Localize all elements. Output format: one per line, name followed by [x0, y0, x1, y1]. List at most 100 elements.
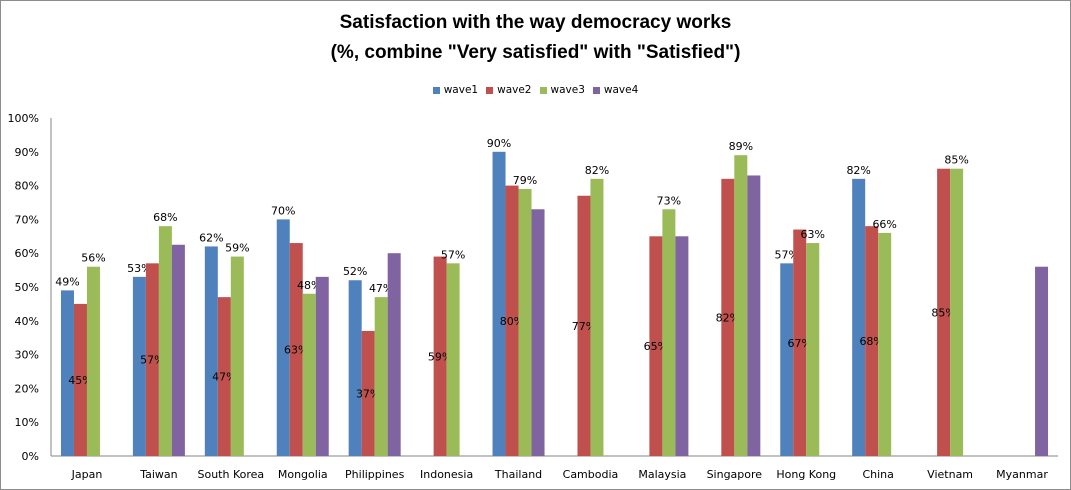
data-label: 77%	[572, 320, 596, 333]
bar-wave2	[721, 178, 735, 456]
data-label: 57%	[775, 248, 799, 261]
legend-swatch	[432, 86, 440, 94]
bar-wave2	[73, 303, 87, 456]
data-label: 49%	[55, 275, 79, 288]
bar-wave1	[60, 290, 74, 456]
legend-item-wave2: wave2	[486, 84, 532, 96]
data-label: 90%	[487, 137, 511, 150]
x-tick-label: China	[862, 468, 893, 481]
x-tick-label: Hong Kong	[776, 468, 836, 481]
y-tick-label: 80%	[15, 180, 39, 193]
bar-wave3	[518, 188, 532, 457]
legend-label: wave4	[603, 84, 639, 96]
bar-wave4	[1035, 266, 1049, 456]
bar-wave3	[302, 293, 316, 456]
x-tick-label: Myanmar	[996, 468, 1048, 481]
bar-wave2	[361, 330, 375, 456]
data-label: 45%	[68, 374, 92, 387]
data-label: 57%	[441, 248, 465, 261]
bar-wave3	[230, 256, 244, 456]
bar-wave4	[315, 276, 329, 456]
bar-wave3	[734, 155, 748, 456]
bar-wave3	[806, 243, 820, 456]
legend-label: wave2	[497, 84, 532, 96]
legend-item-wave3: wave3	[539, 84, 585, 96]
bar-wave2	[865, 226, 879, 456]
bar-wave2	[937, 168, 951, 456]
y-tick-label: 40%	[15, 315, 39, 328]
data-label: 52%	[343, 265, 367, 278]
legend: wave1 wave2 wave3 wave4	[0, 84, 1071, 96]
x-tick-label: Mongolia	[278, 468, 328, 481]
data-label: 79%	[513, 174, 537, 187]
bar-wave3	[446, 263, 460, 456]
bar-wave2	[577, 195, 591, 457]
x-tick-label: Singapore	[707, 468, 763, 481]
data-label: 68%	[153, 211, 177, 224]
data-label: 56%	[81, 252, 105, 265]
data-label: 47%	[212, 371, 236, 384]
y-tick-label: 0%	[22, 450, 39, 463]
data-label: 85%	[931, 306, 955, 319]
bar-wave2	[145, 263, 159, 456]
x-tick-label: Thailand	[494, 468, 542, 481]
data-label: 48%	[297, 279, 321, 292]
bar-wave2	[217, 297, 231, 456]
data-label: 59%	[428, 350, 452, 363]
bar-wave3	[950, 168, 964, 456]
data-label: 63%	[801, 228, 825, 241]
bar-wave4	[747, 175, 761, 456]
bar-wave1	[852, 178, 866, 456]
data-label: 66%	[872, 218, 896, 231]
bar-wave1	[348, 280, 362, 456]
legend-label: wave1	[443, 84, 479, 96]
x-tick-label: Vietnam	[927, 468, 973, 481]
legend-swatch	[539, 86, 547, 94]
data-label: 62%	[199, 231, 223, 244]
y-tick-label: 90%	[15, 146, 39, 159]
data-label: 82%	[585, 164, 609, 177]
x-tick-label: Philippines	[345, 468, 405, 481]
bar-wave2	[289, 243, 303, 456]
bar-wave3	[158, 226, 172, 456]
bar-wave3	[662, 209, 676, 456]
x-tick-label: Malaysia	[638, 468, 686, 481]
bar-wave1	[204, 246, 218, 456]
x-tick-label: Taiwan	[139, 468, 177, 481]
x-tick-label: Indonesia	[420, 468, 473, 481]
x-tick-label: South Korea	[197, 468, 264, 481]
bar-wave4	[531, 209, 545, 456]
data-label: 65%	[644, 340, 668, 353]
y-tick-label: 60%	[15, 247, 39, 260]
x-tick-label: Japan	[71, 468, 103, 481]
data-label: 53%	[127, 262, 151, 275]
data-label: 82%	[716, 311, 740, 324]
data-label: 68%	[859, 335, 883, 348]
bar-wave1	[492, 151, 506, 457]
y-tick-label: 50%	[15, 281, 39, 294]
y-tick-label: 10%	[15, 416, 39, 429]
bar-wave3	[374, 297, 388, 456]
bar-wave2	[505, 185, 519, 456]
data-label: 73%	[657, 194, 681, 207]
data-label: 59%	[225, 242, 249, 255]
bar-wave3	[878, 232, 892, 456]
data-label: 47%	[369, 282, 393, 295]
legend-item-wave4: wave4	[592, 84, 639, 96]
bar-wave1	[780, 263, 794, 456]
bar-wave4	[171, 244, 185, 456]
bar-wave2	[433, 256, 447, 456]
data-label: 67%	[788, 337, 812, 350]
x-tick-label: Cambodia	[563, 468, 619, 481]
bar-wave2	[793, 229, 807, 456]
legend-label: wave3	[550, 84, 585, 96]
legend-item-wave1: wave1	[432, 84, 479, 96]
bar-wave3	[590, 178, 604, 456]
chart-subtitle: (%, combine "Very satisfied" with "Satis…	[330, 42, 741, 63]
y-tick-label: 30%	[15, 349, 39, 362]
bar-wave2	[649, 236, 663, 456]
data-label: 82%	[846, 164, 870, 177]
legend-swatch	[592, 86, 600, 94]
y-tick-label: 70%	[15, 213, 39, 226]
data-label: 85%	[944, 154, 968, 167]
